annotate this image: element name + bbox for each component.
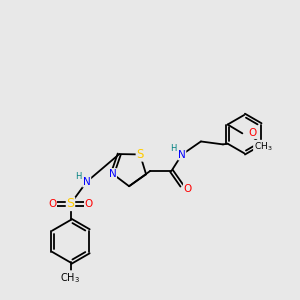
Text: H: H	[170, 144, 177, 153]
Text: CH$_3$: CH$_3$	[254, 140, 272, 153]
Text: CH$_3$: CH$_3$	[61, 271, 80, 285]
Text: N: N	[109, 169, 116, 179]
Text: O: O	[184, 184, 192, 194]
Text: O: O	[248, 128, 257, 138]
Text: N: N	[178, 150, 186, 160]
Text: O: O	[48, 199, 56, 209]
Text: N: N	[83, 177, 91, 187]
Text: S: S	[67, 197, 74, 210]
Text: H: H	[75, 172, 82, 181]
Text: O: O	[85, 199, 93, 209]
Text: S: S	[136, 148, 144, 161]
